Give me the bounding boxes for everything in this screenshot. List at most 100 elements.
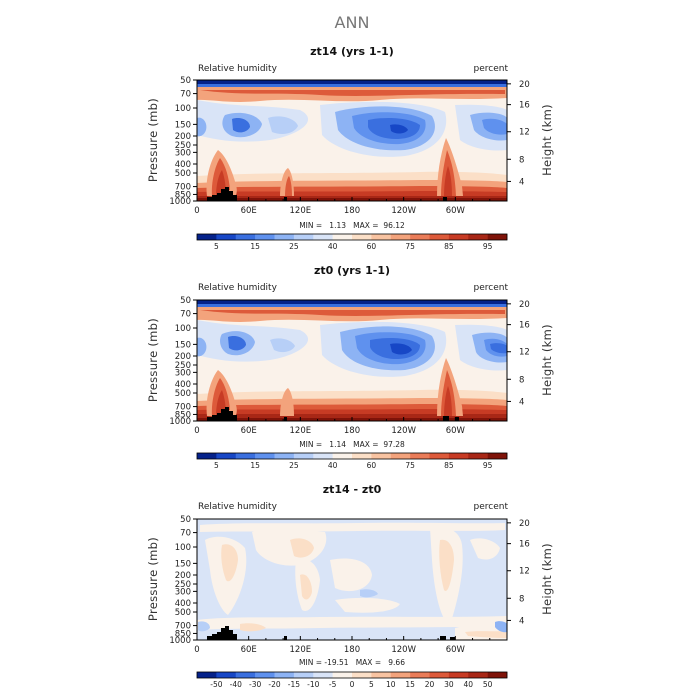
colorbar: -50 -40 -30 -20 -15 -10 -5 0 5 10 15 20 30 40 50 (196, 671, 508, 689)
x-tick-label: 60W (446, 206, 466, 216)
y2-tick-label: 20 (519, 519, 530, 529)
y-tick-label: 850 (175, 410, 191, 420)
colorbar-label: 30 (444, 680, 454, 689)
y-tick-label: 150 (175, 340, 191, 350)
y-axis-label: Pressure (mb) (146, 98, 160, 182)
panel-2: zt0 (yrs 1-1) Relative humidity percent (146, 264, 554, 470)
colorbar-label: 10 (386, 680, 396, 689)
colorbar-swatch (255, 672, 275, 678)
colorbar-swatch (352, 453, 372, 459)
colorbar-label: -5 (329, 680, 337, 689)
x-tick-label: 120W (391, 426, 416, 436)
colorbar-swatch (216, 672, 237, 678)
colorbar-frame (196, 233, 508, 241)
x-tick-label: 120E (290, 206, 312, 216)
colorbar-label: -30 (249, 680, 261, 689)
colorbar-swatch (468, 453, 488, 459)
x-tick-label: 120W (391, 206, 416, 216)
colorbar-swatch (352, 234, 372, 240)
colorbar-swatch (293, 453, 314, 459)
y-tick-label: 850 (175, 629, 191, 639)
y2-axis-label: Height (km) (540, 104, 554, 176)
colorbar-swatch (390, 234, 411, 240)
colorbar-label: 15 (250, 461, 260, 470)
y-tick-label: 100 (175, 324, 191, 334)
colorbar-swatch (274, 672, 295, 678)
y-tick-label: 100 (175, 543, 191, 553)
colorbar-label: 50 (483, 680, 493, 689)
colorbar-swatch (410, 672, 430, 678)
colorbar-swatch (235, 453, 256, 459)
y-tick-label: 1000 (169, 636, 191, 646)
colorbar-swatch (332, 672, 353, 678)
panel-3: zt14 - zt0 Relative humidity percent (146, 483, 554, 689)
y2-tick-label: 4 (519, 397, 524, 407)
y-axis-label: Pressure (mb) (146, 318, 160, 402)
colorbar-swatch (468, 672, 488, 678)
colorbar-swatch (255, 453, 275, 459)
colorbar-swatch (255, 234, 275, 240)
colorbar-swatch (197, 453, 217, 459)
colorbar-swatch (410, 453, 430, 459)
y-tick-label: 50 (180, 296, 191, 306)
contour-field (197, 300, 507, 421)
y2-tick-label: 12 (519, 128, 530, 138)
colorbar-label: -10 (307, 680, 319, 689)
y2-tick-label: 8 (519, 594, 524, 604)
colorbar-swatch (390, 453, 411, 459)
colorbar-label: 0 (350, 680, 355, 689)
y-tick-label: 150 (175, 120, 191, 130)
colorbar-label: 75 (405, 242, 415, 251)
colorbar-swatch (274, 234, 295, 240)
y-tick-label: 300 (175, 587, 191, 597)
field-label: Relative humidity (198, 64, 278, 74)
colorbar-swatch (293, 234, 314, 240)
y-tick-label: 200 (175, 352, 191, 362)
y-tick-label: 400 (175, 599, 191, 609)
x-tick-label: 120E (290, 426, 312, 436)
colorbar-swatch (448, 453, 469, 459)
y-tick-label: 500 (175, 389, 191, 399)
colorbar-swatch (197, 234, 217, 240)
units-label: percent (474, 64, 509, 74)
colorbar: 5 15 25 40 60 75 85 95 (196, 452, 508, 470)
colorbar-label: 15 (405, 680, 415, 689)
colorbar-swatch (390, 672, 411, 678)
colorbar-label: 5 (214, 461, 219, 470)
colorbar-swatch (468, 234, 488, 240)
y-tick-label: 300 (175, 148, 191, 158)
y-tick-label: 700 (175, 183, 191, 193)
x-tick-label: 120E (290, 645, 312, 655)
y2-tick-label: 20 (519, 300, 530, 310)
y-tick-label: 150 (175, 559, 191, 569)
y-tick-label: 70 (180, 90, 191, 100)
y-tick-label: 700 (175, 403, 191, 413)
colorbar-swatch (274, 453, 295, 459)
contour-field (197, 519, 507, 640)
y-tick-label: 70 (180, 529, 191, 539)
colorbar-swatch (197, 672, 217, 678)
min-max-readout: MIN = 1.14 MAX = 97.28 (299, 440, 405, 449)
colorbar-label: 5 (214, 242, 219, 251)
y-tick-label: 50 (180, 515, 191, 525)
colorbar-swatch (487, 672, 508, 678)
x-tick-label: 60E (241, 206, 257, 216)
y2-tick-label: 20 (519, 80, 530, 90)
colorbar-label: 5 (369, 680, 374, 689)
colorbar-label: -20 (268, 680, 280, 689)
y-tick-label: 50 (180, 76, 191, 86)
colorbar-swatch (235, 234, 256, 240)
colorbar-label: 60 (367, 461, 377, 470)
contour-field (197, 80, 507, 201)
colorbar-label: 85 (444, 242, 454, 251)
colorbar-swatch (429, 672, 450, 678)
colorbar-swatch (448, 672, 469, 678)
y2-axis-label: Height (km) (540, 543, 554, 615)
field-label: Relative humidity (198, 502, 278, 512)
colorbar-swatch (429, 234, 450, 240)
colorbar-label: 60 (367, 242, 377, 251)
colorbar-label: 95 (483, 461, 493, 470)
